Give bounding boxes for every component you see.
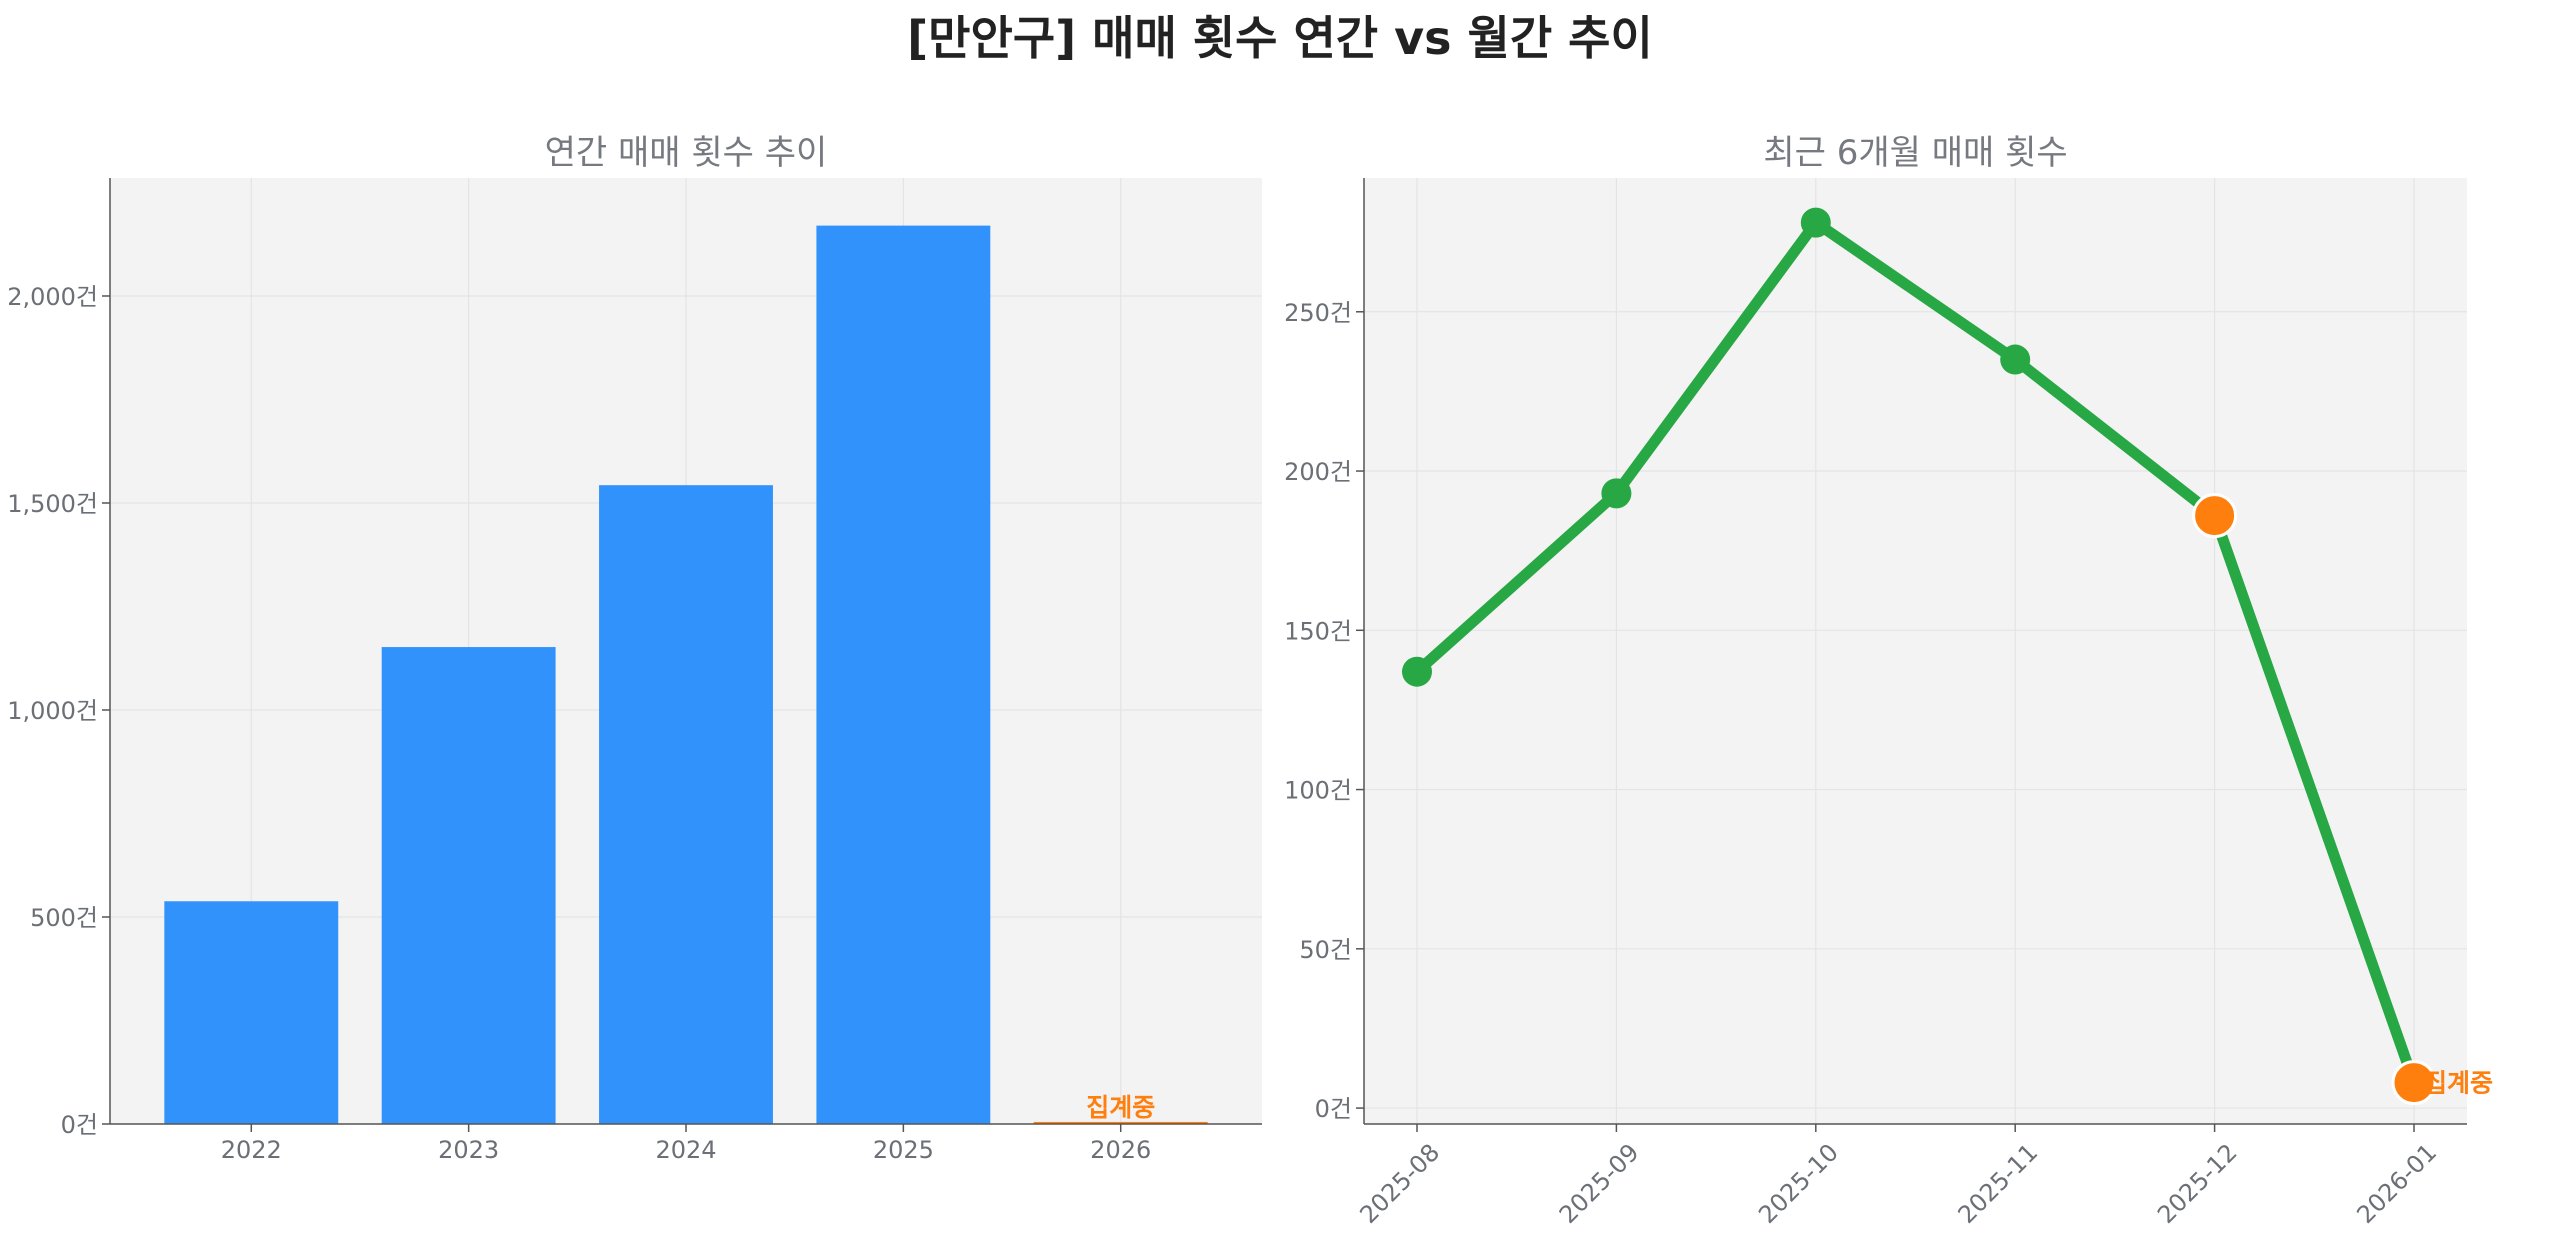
bar-2025 [816,225,991,1125]
line-chart-title: 최근 6개월 매매 횟수 [1763,133,2067,173]
line-x-tick-label: 2025-10 [1753,1138,1844,1229]
bar-2026 [1033,1121,1208,1124]
bar-y-tick-label: 500건 [30,904,98,932]
line-y-tick-label: 250건 [1284,299,1352,327]
line-y-tick-label: 200건 [1284,458,1352,486]
bar-2024 [599,485,773,1124]
bar-annotation-label: 집계중 [1086,1093,1155,1122]
bar-x-tick-label: 2025 [873,1136,934,1164]
line-point-2026-01 [2391,1060,2437,1106]
bar-chart-panel: 집계중 0건 500건 1,000건 1,500건 2,000건 2022 2023 2024… [7,133,1262,1164]
line-y-tick-label: 100건 [1284,777,1352,805]
line-chart-series: 집계중 [1402,207,2493,1106]
line-chart-grid [1364,178,2467,1124]
line-x-tick-label: 2025-11 [1953,1138,2044,1229]
bar-x-tick-label: 2023 [438,1136,499,1164]
line-x-tick-label: 2026-01 [2351,1138,2442,1229]
line-series [1411,217,2420,1089]
line-x-tick-label: 2025-12 [2152,1138,2243,1229]
bar-chart-axes: 0건 500건 1,000건 1,500건 2,000건 2022 2023 2024 2025… [7,178,1262,1164]
line-point-2025-10 [1800,207,1831,238]
line-y-tick-label: 150건 [1284,617,1352,645]
line-y-tick-label: 50건 [1299,936,1352,964]
line-x-tick-label: 2025-09 [1554,1138,1645,1229]
line-point-2025-08 [1402,656,1432,687]
line-annotation-label: 집계중 [2424,1069,2493,1098]
line-chart-background [1364,178,2467,1124]
line-x-tick-label: 2025-08 [1354,1138,1445,1229]
bar-x-tick-label: 2026 [1090,1136,1151,1164]
bar-x-tick-label: 2022 [221,1136,282,1164]
line-y-tick-label: 0건 [1315,1095,1352,1123]
bar-y-tick-label: 0건 [61,1111,98,1139]
bar-x-tick-label: 2024 [655,1136,716,1164]
line-point-2025-12 [2192,493,2238,539]
bar-2022 [164,901,339,1124]
line-point-2025-11 [2000,344,2031,375]
line-point-2025-09 [1601,478,1632,509]
bar-2023 [381,647,556,1124]
line-chart-panel: 집계중 0건 50건 100건 150건 200건 250건 2025-08 2025-09 2… [1284,133,2493,1229]
figure-title: [만안구] 매매 횟수 연간 vs 월간 추이 [907,11,1653,65]
bar-chart-title: 연간 매매 횟수 추이 [545,133,828,173]
bar-y-tick-label: 1,500건 [7,490,98,518]
bar-chart-bars: 집계중 [164,225,1208,1125]
bar-y-tick-label: 1,000건 [7,697,98,725]
bar-y-tick-label: 2,000건 [7,283,98,311]
